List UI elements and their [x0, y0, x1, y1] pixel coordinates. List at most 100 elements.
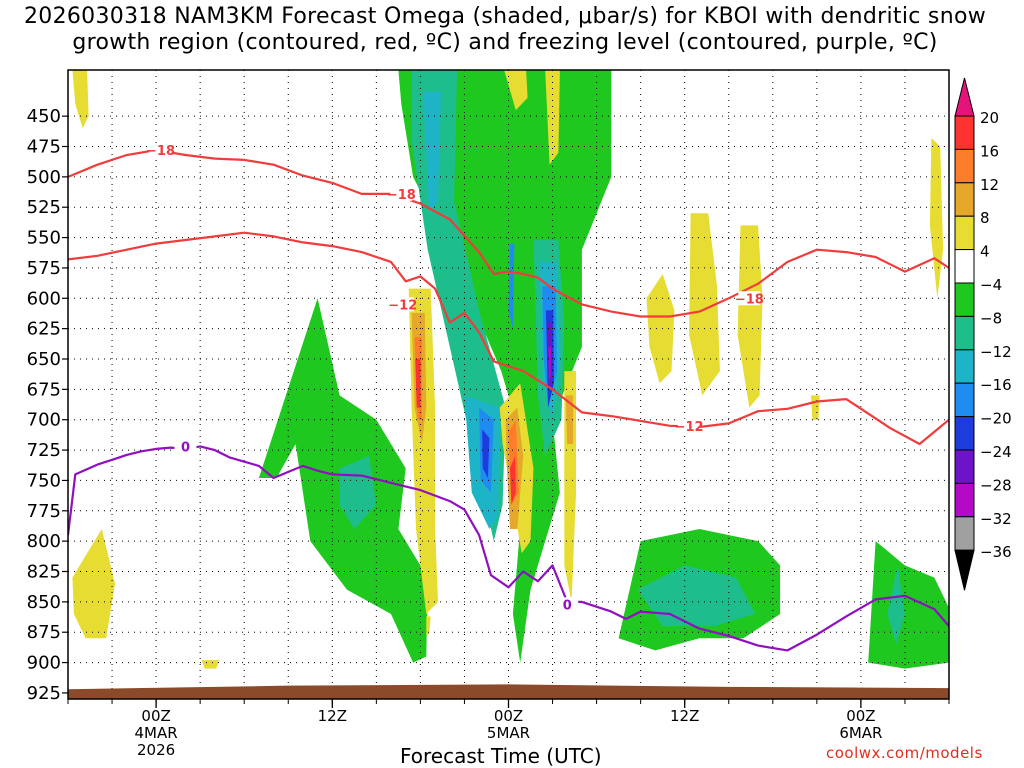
omega-region-6 — [637, 565, 756, 627]
omega-region-19 — [72, 70, 89, 129]
contour-label-dgz-18-upper-1: −18 — [387, 188, 416, 203]
colorbar-top-arrow — [954, 77, 975, 117]
omega-region-16 — [482, 429, 490, 478]
x-tick-label-6-0: 00Z — [141, 707, 170, 725]
x-tick-label-30-0: 00Z — [494, 707, 523, 725]
colorbar-band-1 — [954, 148, 975, 184]
colorbar-band-7 — [954, 349, 975, 384]
x-tick-label-6-2: 2026 — [137, 741, 175, 759]
colorbar-band-8 — [954, 382, 975, 418]
y-tick-label-525: 525 — [27, 197, 61, 218]
contour-label-bg-dgz-12-lower-0 — [391, 297, 414, 312]
omega-region-7 — [887, 565, 905, 645]
contour-label-freezing-level-1: 0 — [563, 598, 572, 613]
colorbar-band-12 — [954, 516, 975, 551]
y-tick-label-700: 700 — [27, 410, 61, 431]
colorbar-band-4 — [954, 249, 975, 284]
y-tick-label-475: 475 — [27, 137, 61, 158]
colorbar-label-1: 16 — [980, 142, 999, 160]
contour-label-freezing-level-0: 0 — [181, 440, 190, 455]
colorbar-label-9: −20 — [980, 410, 1012, 428]
colorbar-label-13: −36 — [980, 543, 1012, 561]
contour-label-dgz-18-upper-0: −18 — [146, 144, 175, 159]
colorbar-label-6: −8 — [980, 309, 1002, 327]
y-tick-label-725: 725 — [27, 440, 61, 461]
chart-title-line-2: growth region (contoured, red, ºC) and f… — [72, 30, 938, 55]
x-tick-label-18-0: 12Z — [318, 707, 347, 725]
colorbar-band-2 — [954, 182, 975, 217]
credit-link[interactable]: coolwx.com/models — [826, 744, 983, 762]
colorbar-label-0: 20 — [980, 109, 999, 127]
omega-region-26 — [689, 213, 720, 396]
colorbar-bottom-arrow — [954, 549, 975, 591]
omega-region-32 — [426, 616, 431, 635]
colorbar-band-0 — [954, 115, 975, 150]
contour-label-bg-freezing-level-1 — [556, 597, 579, 612]
colorbar-label-10: −24 — [980, 443, 1012, 461]
y-tick-label-925: 925 — [27, 683, 61, 704]
contour-label-dgz-12-lower-0: −12 — [388, 298, 417, 313]
x-tick-label-30-1: 5MAR — [487, 724, 530, 742]
y-tick-label-675: 675 — [27, 379, 61, 400]
ground-terrain — [68, 684, 949, 699]
omega-region-25 — [646, 274, 675, 384]
colorbar-label-11: −28 — [980, 476, 1012, 494]
contour-label-dgz-12-lower-1: −12 — [675, 420, 704, 435]
x-tick-label-42-0: 12Z — [670, 707, 699, 725]
y-tick-label-450: 450 — [27, 106, 61, 127]
x-tick-label-6-1: 4MAR — [135, 724, 178, 742]
omega-region-20 — [504, 70, 528, 111]
omega-region-21 — [545, 70, 560, 165]
colorbar-label-7: −12 — [980, 343, 1012, 361]
colorbar-label-5: −4 — [980, 276, 1002, 294]
omega-region-28 — [811, 395, 820, 420]
contour-dgz-12-lower — [68, 231, 949, 446]
chart-title: 2026030318 NAM3KM Forecast Omega (shaded… — [0, 4, 1010, 56]
colorbar-label-4: 4 — [980, 243, 990, 261]
y-tick-label-575: 575 — [27, 258, 61, 279]
chart-title-line-1: 2026030318 NAM3KM Forecast Omega (shaded… — [23, 4, 986, 29]
y-tick-label-625: 625 — [27, 319, 61, 340]
contour-label-bg-freezing-level-0 — [174, 439, 197, 454]
plot-area: −18 −18 −18 −12 −12 0 0 — [68, 70, 949, 699]
omega-region-3 — [868, 541, 949, 669]
omega-region-18 — [548, 346, 552, 381]
omega-region-35 — [565, 395, 574, 444]
colorbar-band-6 — [954, 315, 975, 351]
contour-label-dgz-18-upper-2: −18 — [735, 292, 764, 307]
omega-region-9 — [423, 91, 441, 214]
y-tick-label-850: 850 — [27, 592, 61, 613]
colorbar-label-8: −16 — [980, 376, 1012, 394]
omega-region-27 — [737, 225, 763, 408]
colorbar-band-10 — [954, 449, 975, 484]
y-tick-label-750: 750 — [27, 470, 61, 491]
x-axis-title: Forecast Time (UTC) — [400, 744, 602, 768]
omega-region-38 — [415, 359, 421, 408]
y-tick-label-650: 650 — [27, 349, 61, 370]
contour-label-bg-dgz-18-upper-2 — [738, 291, 761, 306]
contour-label-bg-dgz-18-upper-1 — [390, 186, 413, 201]
colorbar-band-11 — [954, 482, 975, 518]
omega-region-29 — [929, 138, 944, 299]
colorbar-band-3 — [954, 215, 975, 251]
omega-region-30 — [72, 529, 115, 639]
y-tick-label-875: 875 — [27, 622, 61, 643]
y-tick-label-600: 600 — [27, 288, 61, 309]
y-tick-label-825: 825 — [27, 562, 61, 583]
colorbar-label-2: 12 — [980, 176, 999, 194]
x-tick-label-54-0: 00Z — [846, 707, 875, 725]
y-tick-label-550: 550 — [27, 228, 61, 249]
y-tick-label-800: 800 — [27, 531, 61, 552]
colorbar-band-5 — [954, 282, 975, 317]
contour-dgz-18-upper — [68, 149, 949, 318]
contour-label-bg-dgz-18-upper-0 — [149, 143, 172, 158]
colorbar-label-12: −32 — [980, 510, 1012, 528]
y-tick-label-900: 900 — [27, 653, 61, 674]
omega-region-14 — [508, 243, 515, 329]
x-tick-label-54-1: 6MAR — [839, 724, 882, 742]
colorbar-label-3: 8 — [980, 209, 990, 227]
colorbar-band-9 — [954, 416, 975, 451]
contour-label-bg-dgz-12-lower-1 — [678, 418, 701, 433]
colorbar: 20 16 12 8 4 −4 −8 −12 −16 −20 −24 −28 −32 −36 — [954, 77, 1012, 591]
